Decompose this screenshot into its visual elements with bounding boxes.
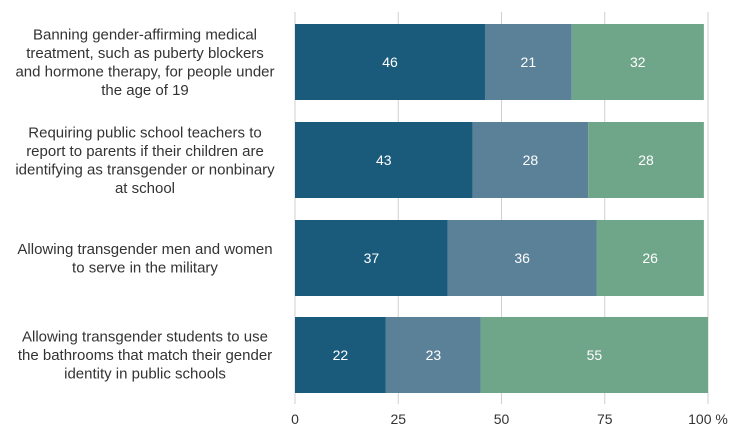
bar-segment bbox=[596, 220, 704, 296]
data-label: 28 bbox=[638, 152, 654, 168]
bars bbox=[295, 24, 708, 393]
bar-segment bbox=[472, 122, 589, 198]
bar-segment bbox=[484, 24, 572, 100]
data-label: 32 bbox=[630, 54, 646, 70]
data-label: 23 bbox=[426, 347, 442, 363]
x-tick-label: 75 bbox=[597, 411, 613, 426]
category-label: Allowing transgender men and women to ser… bbox=[17, 241, 272, 277]
x-tick-label: 0 bbox=[291, 411, 299, 426]
data-label: 26 bbox=[642, 250, 658, 266]
data-label: 43 bbox=[376, 152, 392, 168]
data-label: 37 bbox=[364, 250, 380, 266]
bar-segment bbox=[571, 24, 704, 100]
x-tick-label: 100 % bbox=[688, 411, 728, 426]
bar-segment bbox=[480, 317, 708, 393]
data-label: 21 bbox=[521, 54, 537, 70]
category-label: Banning gender-affirming medical treatmen… bbox=[15, 26, 274, 99]
bar-segment bbox=[295, 220, 448, 296]
bar-segment bbox=[385, 317, 481, 393]
bar-segment bbox=[295, 317, 386, 393]
bar-segment bbox=[447, 220, 597, 296]
category-labels: Banning gender-affirming medical treatmen… bbox=[15, 26, 275, 382]
data-label: 22 bbox=[333, 347, 349, 363]
value-labels: 46 21 32 43 28 28 37 36 26 22 23 55 bbox=[333, 54, 659, 363]
data-label: 28 bbox=[523, 152, 539, 168]
data-label: 46 bbox=[382, 54, 398, 70]
x-axis-ticks: 0 25 50 75 100 % bbox=[291, 411, 728, 426]
category-label: Allowing transgender students to use the … bbox=[18, 329, 272, 383]
x-tick-label: 50 bbox=[494, 411, 510, 426]
bar-segment bbox=[588, 122, 704, 198]
category-label: Requiring public school teachers to repor… bbox=[15, 124, 275, 197]
bar-segment bbox=[295, 122, 473, 198]
x-tick-label: 25 bbox=[390, 411, 406, 426]
data-label: 36 bbox=[514, 250, 530, 266]
bar-segment bbox=[295, 24, 485, 100]
data-label: 55 bbox=[587, 347, 603, 363]
